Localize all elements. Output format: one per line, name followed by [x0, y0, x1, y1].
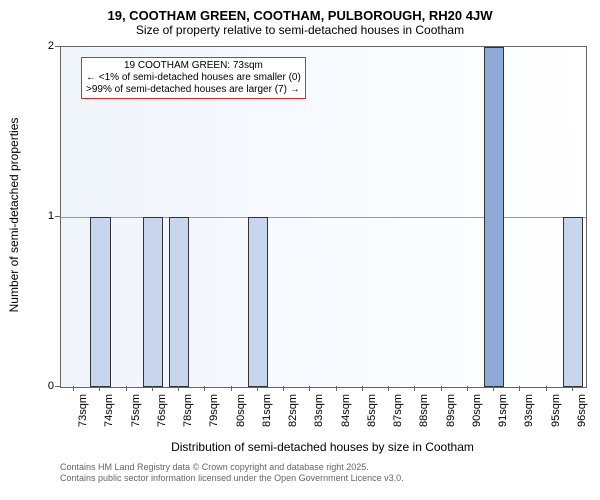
- x-tick-label: 90sqm: [471, 394, 483, 427]
- x-tick-mark: [309, 386, 310, 391]
- x-tick-label: 83sqm: [313, 394, 325, 427]
- x-tick-label: 89sqm: [445, 394, 457, 427]
- bar: [563, 217, 583, 387]
- x-tick-label: 76sqm: [156, 394, 168, 427]
- x-tick-mark: [467, 386, 468, 391]
- bar: [248, 217, 268, 387]
- x-tick-label: 74sqm: [103, 394, 115, 427]
- x-tick-mark: [126, 386, 127, 391]
- x-tick-mark: [572, 386, 573, 391]
- footer: Contains HM Land Registry data © Crown c…: [60, 462, 404, 484]
- chart-title: 19, COOTHAM GREEN, COOTHAM, PULBOROUGH, …: [0, 0, 600, 23]
- annotation-line3: >99% of semi-detached houses are larger …: [86, 84, 301, 96]
- y-tick-label: 2: [48, 40, 54, 52]
- x-tick-mark: [362, 386, 363, 391]
- x-tick-mark: [441, 386, 442, 391]
- y-tick-mark: [55, 386, 60, 387]
- x-tick-label: 88sqm: [418, 394, 430, 427]
- x-tick-mark: [152, 386, 153, 391]
- x-tick-label: 91sqm: [497, 394, 509, 427]
- x-tick-mark: [231, 386, 232, 391]
- x-tick-label: 73sqm: [77, 394, 89, 427]
- x-tick-mark: [178, 386, 179, 391]
- footer-line2: Contains public sector information licen…: [60, 473, 404, 484]
- x-tick-label: 84sqm: [340, 394, 352, 427]
- x-tick-label: 75sqm: [130, 394, 142, 427]
- plot-area: 19 COOTHAM GREEN: 73sqm ← <1% of semi-de…: [60, 46, 587, 388]
- footer-line1: Contains HM Land Registry data © Crown c…: [60, 462, 404, 473]
- x-tick-label: 78sqm: [182, 394, 194, 427]
- x-tick-label: 80sqm: [235, 394, 247, 427]
- grid-line: [61, 217, 586, 218]
- x-tick-label: 79sqm: [208, 394, 220, 427]
- x-tick-label: 85sqm: [366, 394, 378, 427]
- x-tick-label: 93sqm: [523, 394, 535, 427]
- x-tick-mark: [204, 386, 205, 391]
- bar: [90, 217, 110, 387]
- chart-container: 19, COOTHAM GREEN, COOTHAM, PULBOROUGH, …: [0, 0, 600, 500]
- x-tick-mark: [257, 386, 258, 391]
- annotation-box: 19 COOTHAM GREEN: 73sqm ← <1% of semi-de…: [81, 57, 306, 99]
- x-tick-label: 87sqm: [392, 394, 404, 427]
- x-tick-mark: [519, 386, 520, 391]
- x-tick-mark: [388, 386, 389, 391]
- y-tick-mark: [55, 216, 60, 217]
- bar: [143, 217, 163, 387]
- x-tick-mark: [414, 386, 415, 391]
- bar: [484, 47, 504, 387]
- x-tick-label: 82sqm: [287, 394, 299, 427]
- x-tick-label: 95sqm: [550, 394, 562, 427]
- x-tick-mark: [283, 386, 284, 391]
- y-tick-label: 1: [48, 210, 54, 222]
- x-tick-mark: [546, 386, 547, 391]
- bar: [169, 217, 189, 387]
- x-axis-title: Distribution of semi-detached houses by …: [60, 440, 585, 454]
- x-tick-mark: [493, 386, 494, 391]
- x-tick-mark: [99, 386, 100, 391]
- x-tick-mark: [336, 386, 337, 391]
- x-tick-label: 96sqm: [576, 394, 588, 427]
- x-tick-mark: [73, 386, 74, 391]
- x-tick-label: 81sqm: [261, 394, 273, 427]
- y-axis-title: Number of semi-detached properties: [7, 115, 21, 315]
- annotation-line2: ← <1% of semi-detached houses are smalle…: [86, 72, 301, 84]
- chart-subtitle: Size of property relative to semi-detach…: [0, 23, 600, 37]
- annotation-line1: 19 COOTHAM GREEN: 73sqm: [86, 60, 301, 72]
- y-tick-mark: [55, 46, 60, 47]
- y-tick-label: 0: [48, 380, 54, 392]
